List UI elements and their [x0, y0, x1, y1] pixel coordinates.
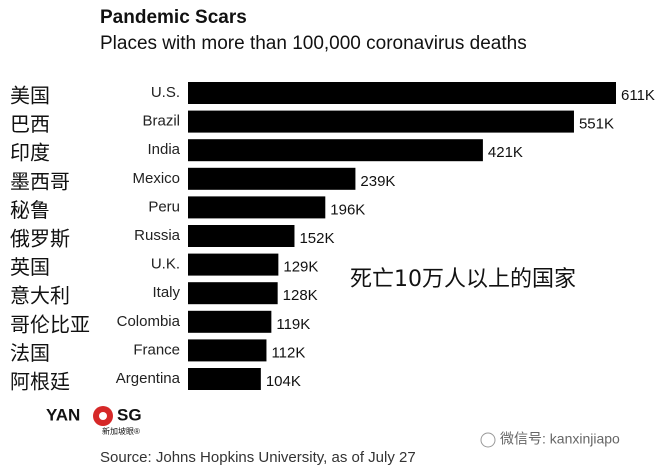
value-label: 104K [266, 373, 301, 390]
cn-label: 哥伦比亚 [10, 312, 90, 336]
y-tick-label: Colombia [117, 313, 181, 330]
logo-icon [99, 412, 107, 420]
watermark-text: 微信号: kanxinjiapo [500, 431, 620, 447]
y-tick-label: Italy [152, 284, 180, 301]
bar [188, 368, 261, 390]
logo-caption: 新加坡眼® [102, 426, 140, 436]
chart-title: Pandemic Scars [100, 7, 247, 28]
value-label: 611K [621, 87, 655, 104]
bar [188, 139, 483, 162]
y-tick-label: Mexico [132, 170, 180, 187]
logo: YAN SG 新加坡眼® [46, 405, 142, 436]
watermark: 微信号: kanxinjiapo [480, 431, 620, 448]
value-label: 239K [360, 173, 395, 190]
cn-label: 英国 [10, 255, 50, 279]
logo-text: YAN [46, 405, 80, 424]
bar [188, 225, 295, 247]
bar [188, 110, 574, 133]
value-label: 128K [283, 287, 318, 304]
bar [188, 282, 278, 305]
bar [188, 310, 272, 333]
logo-text: SG [117, 405, 142, 424]
cn-label: 俄罗斯 [10, 227, 70, 251]
value-label: 551K [579, 116, 614, 133]
y-tick-label: U.K. [151, 256, 180, 273]
value-label: 112K [271, 344, 305, 361]
cn-label: 美国 [10, 84, 50, 108]
value-label: 119K [276, 316, 310, 333]
y-tick-label: France [133, 341, 180, 358]
value-label: 129K [283, 259, 318, 276]
value-label: 421K [488, 144, 523, 161]
y-tick-label: India [147, 141, 180, 158]
watermark-icon [480, 432, 496, 448]
bar [188, 196, 326, 219]
y-tick-label: Peru [148, 198, 180, 215]
value-label: 152K [299, 230, 334, 247]
cn-label: 墨西哥 [10, 169, 70, 193]
bar [188, 82, 616, 104]
bar [188, 167, 356, 190]
cn-label: 阿根廷 [10, 370, 70, 394]
chart-subtitle: Places with more than 100,000 coronaviru… [100, 33, 527, 54]
bar [188, 253, 279, 276]
y-tick-label: Russia [134, 227, 181, 244]
annotation: 死亡10万人以上的国家 [350, 267, 576, 292]
bar [188, 339, 267, 362]
source: Source: Johns Hopkins University, as of … [100, 449, 416, 466]
cn-label: 意大利 [10, 284, 70, 308]
cn-label: 巴西 [10, 112, 50, 136]
y-tick-label: U.S. [151, 84, 180, 101]
value-label: 196K [330, 201, 365, 218]
cn-label: 法国 [10, 341, 50, 365]
cn-label: 印度 [10, 141, 50, 165]
y-tick-label: Brazil [142, 113, 180, 130]
y-tick-label: Argentina [116, 370, 181, 387]
cn-label: 秘鲁 [10, 198, 50, 222]
